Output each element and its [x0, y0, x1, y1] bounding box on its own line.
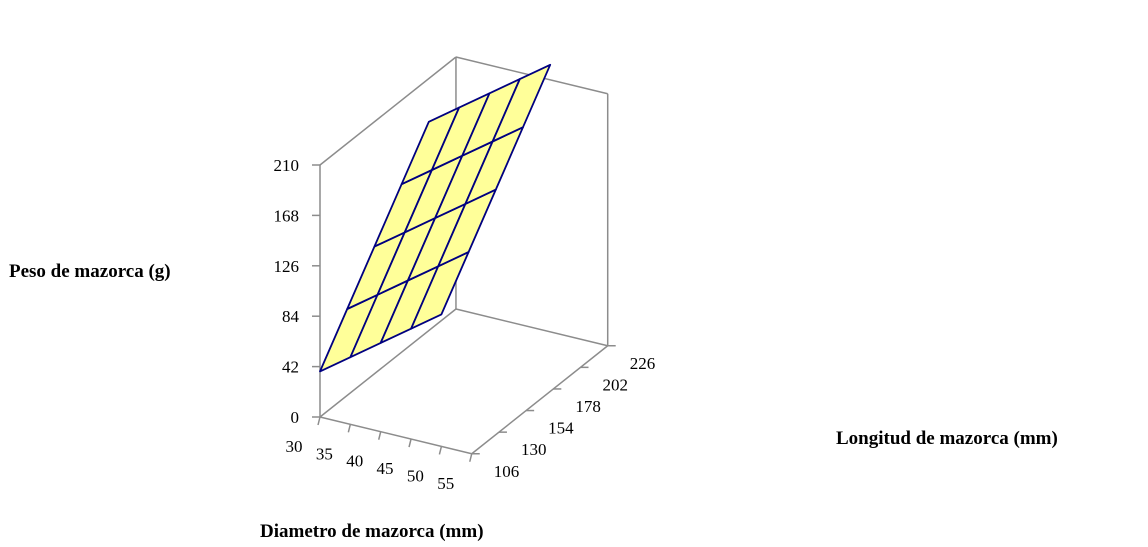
z-tick-label: 42: [282, 358, 299, 377]
surface-cell: [491, 63, 552, 143]
surface-plot: [319, 63, 552, 373]
y-tick-label: 202: [603, 375, 629, 394]
y-axis-line: [471, 345, 609, 455]
z-tick-label: 126: [274, 257, 300, 276]
x-tick: [377, 431, 382, 440]
z-tick-label: 210: [274, 156, 300, 175]
axis-ticks: [312, 164, 616, 462]
floor-left-edge: [319, 308, 457, 418]
x-tick: [347, 424, 352, 433]
x-tick-label: 35: [316, 444, 333, 463]
back-left-top-edge: [319, 56, 457, 166]
x-tick-label: 45: [377, 459, 394, 478]
x-tick-label: 40: [346, 452, 363, 471]
y-tick-label: 226: [630, 354, 656, 373]
x-tick: [408, 438, 412, 448]
y-tick-label: 106: [494, 462, 520, 481]
z-tick-label: 84: [282, 307, 300, 326]
z-axis-title: Peso de mazorca (g): [9, 261, 171, 282]
x-tick: [438, 446, 443, 455]
y-tick-label: 178: [575, 397, 601, 416]
z-tick-label: 0: [291, 408, 300, 427]
floor-back-edge: [455, 308, 608, 347]
x-axis-title: Diametro de mazorca (mm): [260, 521, 484, 542]
axis-tick-labels: 0 42 84 126 168 210 30 35 40 45 50 55 10613015417820…: [274, 156, 656, 493]
y-tick-label: 154: [548, 419, 574, 438]
z-tick-label: 168: [274, 206, 300, 225]
y-tick-label: 130: [521, 440, 547, 459]
y-axis-title: Longitud de mazorca (mm): [836, 428, 1058, 449]
x-tick-label: 55: [437, 474, 454, 493]
x-tick-label: 30: [286, 437, 303, 456]
x-tick: [317, 416, 321, 426]
x-tick-label: 50: [407, 466, 424, 485]
x-tick: [469, 453, 473, 462]
x-axis-line: [319, 416, 472, 455]
